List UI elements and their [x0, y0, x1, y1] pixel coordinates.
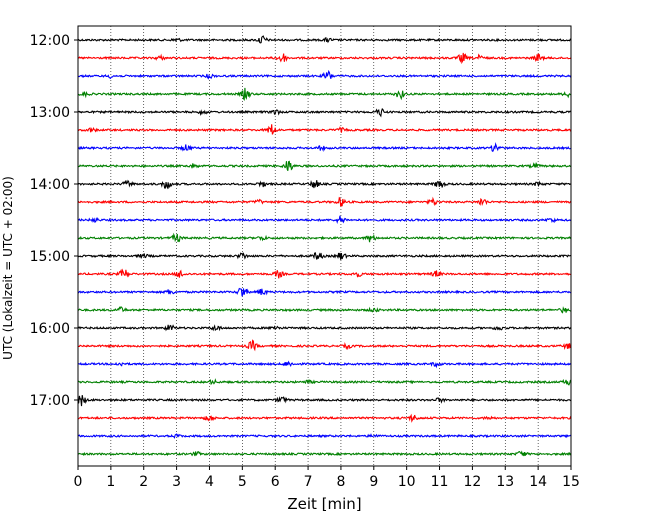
trace-line — [77, 35, 572, 44]
x-tick-label: 2 — [139, 474, 148, 490]
trace-line — [77, 141, 572, 153]
y-tick-label: 13:00 — [30, 105, 70, 121]
x-tick-label: 5 — [238, 474, 247, 490]
trace-line — [77, 324, 572, 332]
trace-line — [77, 52, 572, 65]
x-tick-label: 12 — [463, 474, 481, 490]
trace-line — [77, 395, 572, 407]
y-tick-label: 16:00 — [30, 321, 70, 337]
x-tick-label: 4 — [205, 474, 214, 490]
x-tick-label: 6 — [271, 474, 280, 490]
trace-line — [77, 339, 572, 352]
trace-line — [77, 196, 572, 207]
trace-line — [77, 107, 572, 118]
x-tick-label: 0 — [74, 474, 83, 490]
trace-line — [77, 378, 572, 386]
y-tick-label: 17:00 — [30, 393, 70, 409]
trace-line — [77, 450, 572, 457]
x-tick-label: 10 — [398, 474, 416, 490]
x-tick-label: 14 — [529, 474, 547, 490]
x-axis-ticks: 0 1 2 3 4 5 6 7 8 9 10 11 12 13 14 15 — [74, 466, 580, 490]
x-tick-label: 1 — [106, 474, 115, 490]
x-tick-label: 13 — [496, 474, 514, 490]
seismic-traces — [77, 35, 572, 457]
trace-line — [77, 179, 572, 190]
trace-line — [77, 360, 572, 369]
x-tick-label: 15 — [562, 474, 580, 490]
trace-line — [77, 69, 572, 80]
plot-frame — [77, 25, 572, 467]
grid-lines — [110, 26, 539, 466]
y-tick-label: 15:00 — [30, 249, 70, 265]
x-tick-label: 8 — [336, 474, 345, 490]
trace-line — [77, 252, 572, 260]
trace-line — [77, 287, 572, 297]
trace-line — [77, 160, 572, 171]
y-axis-ticks: 12:00 13:00 14:00 15:00 16:00 17:00 — [30, 33, 78, 409]
y-tick-label: 14:00 — [30, 177, 70, 193]
trace-line — [77, 124, 572, 135]
trace-line — [77, 413, 572, 423]
x-axis-label: Zeit [min] — [287, 495, 361, 513]
trace-line — [77, 232, 572, 243]
y-axis-label: UTC (Lokalzeit = UTC + 02:00) — [1, 176, 15, 360]
x-tick-label: 11 — [431, 474, 449, 490]
trace-line — [77, 87, 572, 102]
x-tick-label: 9 — [369, 474, 378, 490]
trace-line — [77, 433, 572, 439]
trace-line — [77, 268, 572, 279]
x-tick-label: 3 — [172, 474, 181, 490]
x-tick-label: 7 — [304, 474, 313, 490]
y-tick-label: 12:00 — [30, 33, 70, 49]
trace-line — [77, 306, 572, 314]
trace-line — [77, 215, 572, 224]
